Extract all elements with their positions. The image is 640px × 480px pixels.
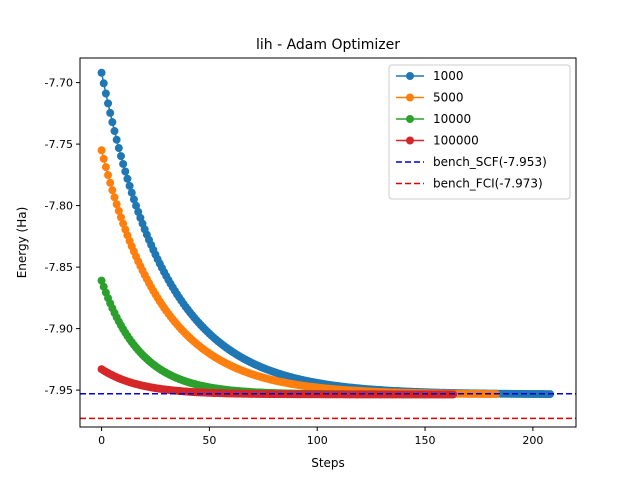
data-point	[104, 171, 113, 180]
data-point	[125, 181, 134, 190]
data-point	[106, 178, 115, 187]
x-tick-label: 200	[522, 434, 543, 447]
data-point	[116, 213, 125, 222]
chart-title: lih - Adam Optimizer	[256, 37, 400, 53]
plot-frame	[79, 57, 577, 428]
data-point	[97, 68, 106, 77]
plot-area	[80, 68, 576, 420]
data-point	[110, 127, 119, 136]
data-point	[99, 154, 108, 163]
legend-entry: 1000	[396, 69, 464, 83]
x-tick-label: 50	[202, 434, 216, 447]
data-point	[127, 188, 136, 197]
y-tick-label: -7.90	[45, 323, 73, 336]
legend-box	[388, 64, 571, 200]
legend-label: bench_SCF(-7.953)	[433, 155, 547, 169]
data-point	[108, 186, 117, 195]
data-point	[119, 159, 128, 168]
data-point	[112, 200, 121, 209]
plot-content	[80, 68, 576, 420]
data-point	[123, 174, 132, 183]
legend-entry: bench_SCF(-7.953)	[396, 155, 547, 169]
data-point	[97, 146, 106, 155]
legend-marker	[406, 93, 414, 102]
y-tick-label: -7.85	[45, 261, 73, 274]
data-point	[97, 276, 106, 285]
legend-marker	[406, 115, 414, 123]
data-point	[101, 163, 110, 172]
legend-label: 10000	[433, 112, 471, 126]
data-point	[110, 193, 119, 202]
data-point	[104, 99, 113, 108]
data-point	[99, 79, 108, 88]
x-axis: 0 50 100 150 200	[98, 427, 543, 447]
legend-label: 100000	[433, 134, 479, 148]
legend-entry: 100000	[396, 134, 479, 148]
data-point	[101, 89, 110, 98]
x-tick-label: 150	[415, 434, 436, 447]
x-axis-label: Steps	[311, 456, 345, 470]
data-point	[116, 152, 125, 161]
x-tick-label: 0	[98, 434, 105, 447]
data-point	[106, 108, 115, 117]
y-axis-label: Energy (Ha)	[15, 207, 29, 279]
legend-label: 1000	[433, 69, 464, 83]
y-tick-label: -7.75	[45, 138, 73, 151]
data-point	[112, 135, 121, 144]
x-tick-label: 100	[307, 434, 328, 447]
y-tick-label: -7.95	[45, 384, 73, 397]
legend-entry: 5000	[396, 91, 464, 105]
legend: 1000 5000 10000 100000 bench_SCF(-7.953)benc…	[388, 64, 571, 200]
legend-marker	[406, 72, 414, 80]
data-point	[132, 201, 141, 210]
data-point	[114, 206, 123, 215]
legend-entry: 10000	[396, 112, 471, 126]
legend-marker	[406, 136, 414, 145]
data-point	[114, 144, 123, 153]
y-tick-label: -7.70	[45, 77, 73, 90]
data-point	[121, 167, 130, 176]
legend-label: bench_FCI(-7.973)	[433, 177, 543, 191]
y-axis: -7.70 -7.75 -7.80 -7.85 -7.90 -7.95	[45, 77, 80, 397]
y-tick-label: -7.80	[45, 200, 73, 213]
data-point	[129, 195, 138, 204]
legend-label: 5000	[433, 91, 464, 105]
legend-entry: bench_FCI(-7.973)	[396, 177, 543, 191]
data-point	[108, 118, 117, 127]
